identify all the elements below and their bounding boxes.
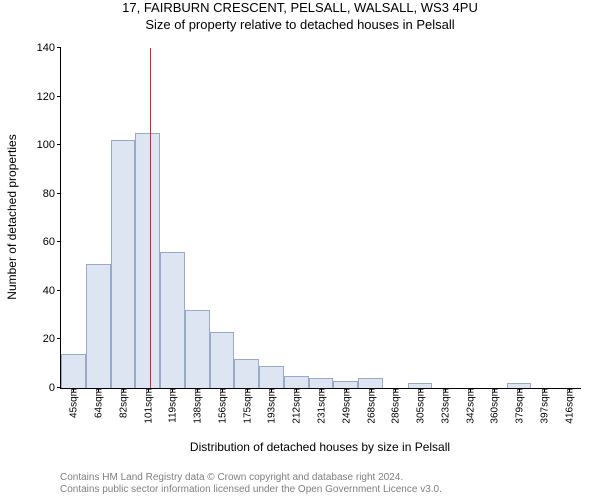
histogram-bar: [135, 133, 160, 388]
x-tick-label: 82sqm: [116, 388, 129, 418]
x-tick-mark: [395, 388, 396, 392]
x-tick-mark: [445, 388, 446, 392]
bars-container: [61, 48, 581, 388]
x-tick-label: 360sqm: [488, 388, 501, 424]
histogram-bar: [61, 354, 86, 388]
histogram-bar: [358, 378, 383, 388]
x-tick-mark: [321, 388, 322, 392]
x-tick-mark: [73, 388, 74, 392]
x-tick-label: 268sqm: [364, 388, 377, 424]
y-tick-mark: [57, 290, 61, 291]
x-tick-mark: [197, 388, 198, 392]
x-tick-mark: [519, 388, 520, 392]
x-tick-label: 231sqm: [315, 388, 328, 424]
x-tick-mark: [271, 388, 272, 392]
x-tick-mark: [148, 388, 149, 392]
histogram-bar: [284, 376, 309, 388]
histogram-bar: [234, 359, 259, 388]
x-tick-label: 249sqm: [339, 388, 352, 424]
x-tick-label: 305sqm: [414, 388, 427, 424]
x-tick-label: 397sqm: [537, 388, 550, 424]
x-axis-label: Distribution of detached houses by size …: [60, 440, 580, 454]
y-tick-mark: [57, 144, 61, 145]
x-tick-mark: [98, 388, 99, 392]
x-tick-label: 45sqm: [67, 388, 80, 418]
y-axis-label: Number of detached properties: [5, 117, 19, 317]
histogram-bar: [309, 378, 334, 388]
x-tick-mark: [222, 388, 223, 392]
footer-line2: Contains public sector information licen…: [60, 484, 442, 496]
y-tick-mark: [57, 387, 61, 388]
x-tick-label: 286sqm: [389, 388, 402, 424]
x-tick-mark: [296, 388, 297, 392]
histogram-bar: [160, 252, 185, 388]
attribution-footer: Contains HM Land Registry data © Crown c…: [60, 472, 442, 496]
x-tick-mark: [544, 388, 545, 392]
x-tick-mark: [123, 388, 124, 392]
x-tick-label: 193sqm: [265, 388, 278, 424]
x-tick-label: 342sqm: [463, 388, 476, 424]
x-tick-mark: [247, 388, 248, 392]
x-tick-mark: [569, 388, 570, 392]
y-tick-label: 80: [43, 188, 61, 200]
x-tick-label: 416sqm: [562, 388, 575, 424]
x-tick-mark: [420, 388, 421, 392]
y-tick-label: 140: [37, 42, 61, 54]
y-tick-mark: [57, 96, 61, 97]
histogram-plot: 02040608010012014045sqm64sqm82sqm101sqm1…: [60, 48, 581, 389]
page-title-address: 17, FAIRBURN CRESCENT, PELSALL, WALSALL,…: [0, 0, 600, 17]
histogram-bar: [185, 310, 210, 388]
x-tick-label: 64sqm: [92, 388, 105, 418]
x-tick-label: 175sqm: [240, 388, 253, 424]
y-tick-label: 0: [49, 382, 61, 394]
x-tick-label: 156sqm: [215, 388, 228, 424]
x-tick-mark: [172, 388, 173, 392]
property-marker-line: [150, 48, 151, 388]
y-tick-mark: [57, 193, 61, 194]
y-tick-label: 120: [37, 91, 61, 103]
x-tick-label: 101sqm: [141, 388, 154, 424]
x-tick-mark: [371, 388, 372, 392]
y-tick-label: 60: [43, 236, 61, 248]
y-tick-mark: [57, 47, 61, 48]
y-tick-label: 40: [43, 285, 61, 297]
y-tick-label: 100: [37, 139, 61, 151]
page-title-desc: Size of property relative to detached ho…: [0, 17, 600, 34]
x-tick-label: 119sqm: [166, 388, 179, 423]
histogram-bar: [210, 332, 235, 388]
histogram-bar: [333, 381, 358, 388]
x-tick-label: 323sqm: [438, 388, 451, 424]
x-tick-label: 212sqm: [290, 388, 303, 424]
x-tick-label: 138sqm: [191, 388, 204, 424]
footer-line1: Contains HM Land Registry data © Crown c…: [60, 472, 442, 484]
x-tick-mark: [494, 388, 495, 392]
y-tick-label: 20: [43, 333, 61, 345]
y-tick-mark: [57, 241, 61, 242]
y-tick-mark: [57, 338, 61, 339]
histogram-bar: [259, 366, 284, 388]
histogram-bar: [111, 140, 136, 388]
x-tick-label: 379sqm: [513, 388, 526, 424]
x-tick-mark: [346, 388, 347, 392]
histogram-bar: [86, 264, 111, 388]
x-tick-mark: [470, 388, 471, 392]
